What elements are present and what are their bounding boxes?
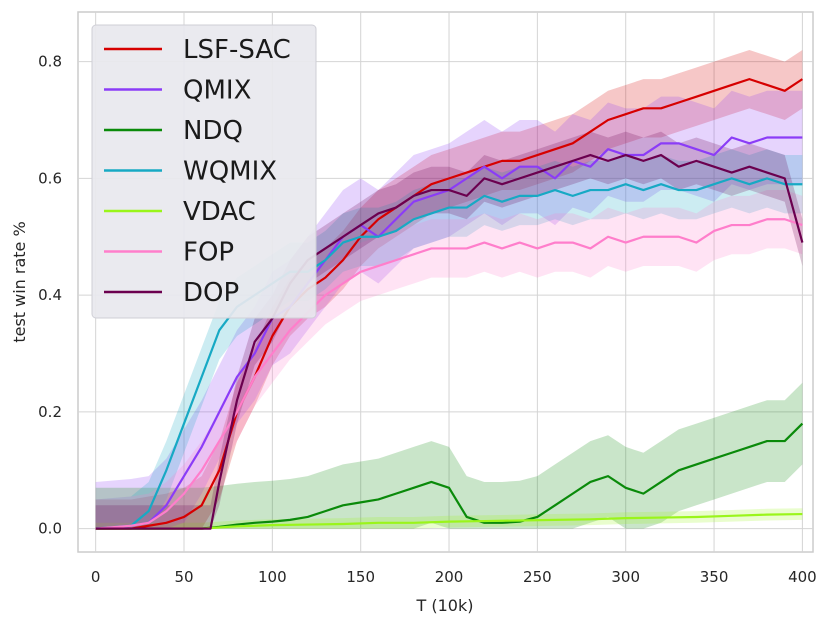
line-fop xyxy=(95,218,803,530)
y-tick-label: 0.4 xyxy=(38,286,62,304)
band-qmix xyxy=(95,90,803,529)
line-vdac xyxy=(95,512,803,530)
legend-label: FOP xyxy=(183,238,234,268)
line-ndq xyxy=(95,422,804,530)
x-tick-label: 300 xyxy=(611,568,640,586)
y-axis-label: test win rate % xyxy=(10,221,29,342)
legend-label: WQMIX xyxy=(183,157,277,187)
band-ndq xyxy=(95,382,803,529)
line-qmix xyxy=(95,136,803,530)
y-tick-label: 0.2 xyxy=(38,403,62,421)
y-tick-label: 0.8 xyxy=(38,53,62,71)
y-tick-label: 0.6 xyxy=(38,169,62,187)
legend: LSF-SAC QMIX NDQ WQMIX VDAC FOP DOP xyxy=(91,24,317,319)
legend-label: VDAC xyxy=(183,197,256,227)
x-tick-label: 100 xyxy=(258,568,287,586)
y-tick-label: 0.0 xyxy=(38,520,62,538)
band-lsf-sac xyxy=(95,49,803,529)
x-tick-label: 0 xyxy=(91,568,101,586)
series-lines xyxy=(95,78,804,530)
x-tick-label: 150 xyxy=(346,568,375,586)
legend-label: LSF-SAC xyxy=(183,35,291,65)
band-wqmix xyxy=(95,149,803,529)
x-axis-ticks: 0 50 100 150 200 250 300 350 400 xyxy=(91,568,817,586)
line-dop xyxy=(95,153,804,530)
y-axis-ticks: 0.0 0.2 0.4 0.6 0.8 xyxy=(38,53,62,538)
band-dop xyxy=(95,131,803,529)
x-tick-label: 200 xyxy=(435,568,464,586)
legend-label: QMIX xyxy=(183,76,251,106)
x-tick-label: 400 xyxy=(788,568,817,586)
legend-label: NDQ xyxy=(183,116,243,146)
confidence-bands xyxy=(95,49,803,529)
x-tick-label: 250 xyxy=(523,568,552,586)
band-fop xyxy=(95,190,803,529)
x-tick-label: 350 xyxy=(700,568,729,586)
x-tick-label: 50 xyxy=(174,568,193,586)
x-axis-label: T (10k) xyxy=(416,596,474,615)
legend-box xyxy=(91,24,317,319)
band-vdac xyxy=(95,508,803,529)
legend-label: DOP xyxy=(183,278,239,308)
